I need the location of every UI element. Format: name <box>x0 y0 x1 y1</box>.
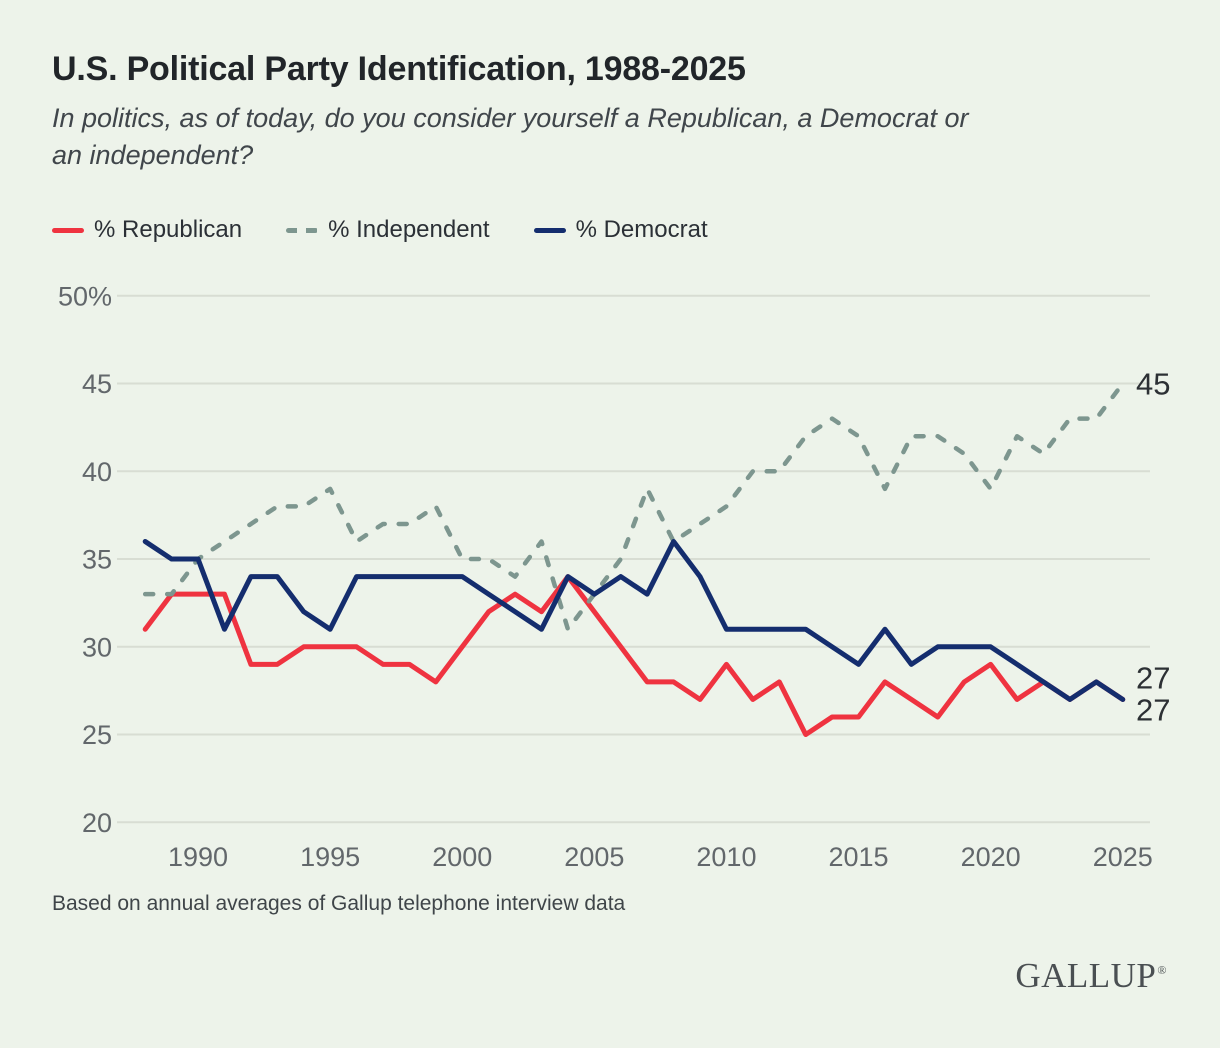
end-value-label: 45 <box>1136 367 1170 402</box>
chart-subtitle-line2: an independent? <box>52 140 254 170</box>
y-axis-tick-label: 50% <box>58 281 112 311</box>
x-axis-tick-label: 2000 <box>432 842 492 872</box>
x-axis-tick-label: 2020 <box>961 842 1021 872</box>
x-axis-tick-label: 1990 <box>168 842 228 872</box>
legend-item-independent[interactable]: % Independent <box>286 216 490 244</box>
chart-subtitle-line1: In politics, as of today, do you conside… <box>52 103 969 133</box>
democrat-line-swatch-icon <box>533 227 566 233</box>
end-value-label: 27 <box>1136 660 1170 695</box>
registered-trademark-icon: ® <box>1157 963 1167 978</box>
y-axis-tick-label: 35 <box>82 545 112 575</box>
independent-line-swatch-icon <box>286 227 319 233</box>
republican-line-swatch-icon <box>52 227 84 233</box>
y-axis-tick-label: 45 <box>82 369 112 399</box>
x-axis-tick-label: 1995 <box>300 842 360 872</box>
y-axis-tick-label: 25 <box>82 720 112 750</box>
x-axis-tick-label: 2025 <box>1093 842 1153 872</box>
x-axis-tick-label: 2015 <box>829 842 889 872</box>
chart-title: U.S. Political Party Identification, 198… <box>52 50 746 88</box>
democrat-line <box>142 539 1126 702</box>
republican-line <box>142 574 1126 738</box>
legend-label-republican: % Republican <box>94 216 243 243</box>
y-axis-tick-label: 40 <box>82 457 112 487</box>
legend-label-independent: % Independent <box>328 216 490 243</box>
gallup-logo: GALLUP® <box>1015 956 1167 996</box>
x-axis-tick-label: 2010 <box>696 842 756 872</box>
legend-label-democrat: % Democrat <box>575 216 708 243</box>
y-axis-tick-label: 30 <box>82 632 112 662</box>
legend-item-republican[interactable]: % Republican <box>52 216 242 244</box>
chart-footnote: Based on annual averages of Gallup telep… <box>52 892 626 915</box>
chart-legend: % Republican % Independent % Democrat <box>52 216 708 244</box>
y-axis-tick-label: 20 <box>82 808 112 838</box>
legend-item-democrat[interactable]: % Democrat <box>533 216 708 244</box>
end-value-label: 27 <box>1136 692 1170 727</box>
x-axis-tick-label: 2005 <box>564 842 624 872</box>
chart-subtitle: In politics, as of today, do you conside… <box>52 100 968 174</box>
independent-line <box>142 381 1125 632</box>
gallup-wordmark: GALLUP <box>1015 956 1157 995</box>
